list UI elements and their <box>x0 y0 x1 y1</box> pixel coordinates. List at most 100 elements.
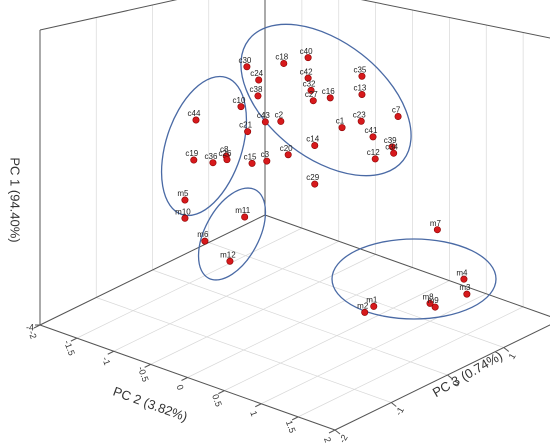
data-point <box>226 257 234 265</box>
point-label: c39 <box>384 136 397 145</box>
data-point <box>209 159 217 167</box>
grid-line <box>208 242 504 348</box>
z-axis-title: PC 3 (0.74%) <box>430 348 505 400</box>
data-point <box>460 275 468 283</box>
point-label: c30 <box>238 56 251 65</box>
tick-mark <box>70 337 78 342</box>
point-label: c7 <box>392 106 401 115</box>
point-label: c18 <box>275 53 288 62</box>
point-label: c19 <box>185 149 198 158</box>
point-label: c29 <box>306 173 319 182</box>
data-point <box>426 299 434 307</box>
grid-line <box>152 269 448 376</box>
point-label: c26 <box>219 149 232 158</box>
grid-line <box>264 214 550 317</box>
x-tick-label: 0.5 <box>210 393 224 408</box>
box-edge <box>360 0 550 39</box>
tick-mark <box>447 374 453 380</box>
point-label: m7 <box>430 219 442 228</box>
point-label: c13 <box>353 84 366 93</box>
point-label: c24 <box>250 69 263 78</box>
point-label: c44 <box>188 109 201 118</box>
point-label: c42 <box>300 67 313 76</box>
point-label: c36 <box>205 152 218 161</box>
z-tick-label: -2 <box>337 433 350 443</box>
data-point <box>463 290 471 298</box>
point-label: c35 <box>353 65 366 74</box>
data-point <box>241 213 249 221</box>
data-point <box>201 237 209 245</box>
data-point <box>243 63 251 71</box>
data-point <box>369 133 377 141</box>
z-tick-label: 1 <box>507 352 518 361</box>
axis-box: -2-1.5-1-0.500.511.52-2-1012-4 <box>26 0 550 445</box>
data-point <box>394 113 402 121</box>
point-label: c1 <box>336 117 345 126</box>
z-tick-label: -1 <box>393 405 406 417</box>
point-label: c10 <box>233 96 246 105</box>
point-label: c38 <box>250 85 263 94</box>
point-label: c27 <box>305 90 318 99</box>
box-edge <box>264 214 550 317</box>
tick-mark <box>334 429 341 435</box>
data-point <box>263 157 271 165</box>
tick-mark <box>218 390 225 395</box>
box-edge <box>334 324 550 431</box>
box-edge <box>39 214 266 326</box>
point-label: c12 <box>367 148 380 157</box>
data-point <box>311 142 319 150</box>
point-label: m10 <box>175 207 191 216</box>
data-point <box>261 118 269 126</box>
x-tick-label: 0 <box>175 383 186 391</box>
y-axis-title: PC 1 (94.40%) <box>8 157 23 242</box>
grid-line <box>96 297 392 403</box>
data-point <box>254 92 262 100</box>
tick-mark <box>181 377 188 381</box>
point-label: c40 <box>300 47 313 56</box>
z-tick-label: 0 <box>450 379 461 388</box>
point-label: c2 <box>275 111 284 120</box>
data-point <box>284 151 292 159</box>
y-tick-label: -4 <box>26 322 34 332</box>
data-point <box>255 76 263 84</box>
x-tick-label: -0.5 <box>136 365 151 383</box>
cluster-ring <box>160 75 248 217</box>
x-tick-label: -2 <box>27 329 39 340</box>
tick-mark <box>144 363 151 368</box>
data-point <box>357 117 365 125</box>
data-point <box>388 143 396 151</box>
tick-mark <box>390 402 397 407</box>
point-label: c15 <box>244 152 257 161</box>
point-label: m1 <box>366 295 378 304</box>
tick-mark <box>291 416 299 421</box>
data-point <box>244 128 252 136</box>
data-point <box>338 124 346 132</box>
point-label: c16 <box>322 87 335 96</box>
data-point <box>307 86 315 94</box>
data-point <box>304 54 312 62</box>
box-edge <box>39 0 178 31</box>
data-point <box>361 308 369 316</box>
data-point <box>280 59 288 67</box>
data-point <box>248 159 256 167</box>
data-point <box>431 303 439 311</box>
point-label: m8 <box>422 292 434 301</box>
data-point <box>326 94 334 102</box>
tick-mark <box>255 403 262 408</box>
x-tick-label: 2 <box>322 436 333 443</box>
tick-mark <box>328 429 336 434</box>
point-label: c32 <box>303 79 316 88</box>
point-label: m12 <box>220 250 236 259</box>
cluster-rings <box>160 23 497 320</box>
grid-line <box>334 324 550 431</box>
data-point <box>237 103 245 111</box>
data-point <box>371 155 379 163</box>
data-point <box>190 156 198 164</box>
point-label: m4 <box>456 268 468 277</box>
data-point <box>358 90 366 98</box>
point-label: c14 <box>306 135 319 144</box>
point-label: m3 <box>459 283 471 292</box>
data-point <box>223 156 231 164</box>
